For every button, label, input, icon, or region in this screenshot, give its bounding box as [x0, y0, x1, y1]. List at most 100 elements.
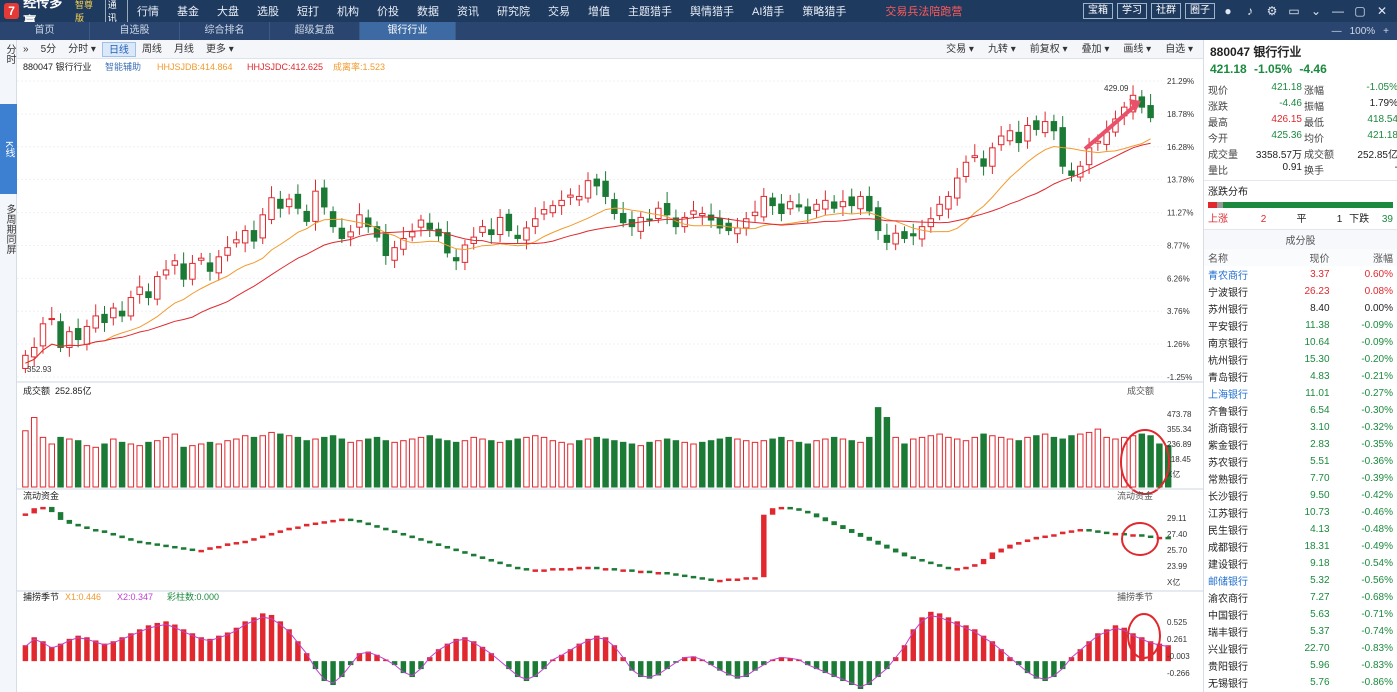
component-row[interactable]: 杭州银行 15.30 -0.20% — [1204, 351, 1397, 368]
component-name[interactable]: 南京银行 — [1208, 339, 1248, 350]
component-row[interactable]: 中国银行 5.63 -0.71% — [1204, 606, 1397, 623]
component-name[interactable]: 中国银行 — [1208, 611, 1248, 622]
component-name[interactable]: 贵阳银行 — [1208, 662, 1248, 673]
component-name[interactable]: 宁波银行 — [1208, 288, 1248, 299]
tab-1[interactable]: 自选股 — [90, 22, 180, 40]
user-icon[interactable]: ● — [1224, 4, 1232, 18]
promo-link[interactable]: 交易兵法陪跑营 — [885, 6, 963, 18]
title-button-1[interactable]: 学习 — [1117, 3, 1147, 19]
period-button-4[interactable]: 月线 — [173, 43, 194, 55]
component-row[interactable]: 民生银行 4.13 -0.48% — [1204, 521, 1397, 538]
menu-item-5[interactable]: 机构 — [337, 6, 359, 18]
menu-item-4[interactable]: 短打 — [297, 6, 319, 18]
component-row[interactable]: 常熟银行 7.70 -0.39% — [1204, 470, 1397, 487]
component-row[interactable]: 长沙银行 9.50 -0.42% — [1204, 487, 1397, 504]
component-name[interactable]: 青农商行 — [1208, 271, 1248, 282]
component-name[interactable]: 长沙银行 — [1208, 492, 1248, 503]
menu-item-3[interactable]: 选股 — [257, 6, 279, 18]
component-row[interactable]: 江苏银行 10.73 -0.46% — [1204, 504, 1397, 521]
component-row[interactable]: 上海银行 11.01 -0.27% — [1204, 385, 1397, 402]
tab-multi-period[interactable]: 多周期同屏 — [4, 204, 15, 254]
component-name[interactable]: 成都银行 — [1208, 543, 1248, 554]
period-button-0[interactable]: 5分 — [40, 43, 57, 55]
tab-3[interactable]: 超级复盘 — [270, 22, 360, 40]
minimize-icon[interactable]: — — [1332, 4, 1344, 18]
component-row[interactable]: 宁波银行 26.23 0.08% — [1204, 283, 1397, 300]
component-row[interactable]: 无锡银行 5.76 -0.86% — [1204, 674, 1397, 691]
kline-chart[interactable]: 880047 银行行业 智能辅助 HHJSJDB:414.864 HHJSJDC… — [17, 59, 1203, 692]
col-price[interactable]: 现价 — [1280, 249, 1334, 266]
component-name[interactable]: 建设银行 — [1208, 560, 1248, 571]
period-button-3[interactable]: 周线 — [141, 43, 162, 55]
chevron-down-icon[interactable]: ⌄ — [1310, 4, 1322, 18]
component-name[interactable]: 苏州银行 — [1208, 305, 1248, 316]
period-button-5[interactable]: 更多 ▾ — [205, 43, 234, 55]
maximize-icon[interactable]: ▢ — [1354, 4, 1366, 18]
menu-item-1[interactable]: 基金 — [177, 6, 199, 18]
component-name[interactable]: 上海银行 — [1208, 390, 1248, 401]
menu-item-15[interactable]: 策略猎手 — [802, 6, 847, 18]
component-name[interactable]: 平安银行 — [1208, 322, 1248, 333]
smart-assist-button[interactable]: 智能辅助 — [105, 61, 141, 72]
component-name[interactable]: 紫金银行 — [1208, 441, 1248, 452]
component-name[interactable]: 渝农商行 — [1208, 594, 1248, 605]
zoom-in-icon[interactable]: + — [1383, 25, 1389, 37]
menu-item-0[interactable]: 行情 — [137, 6, 159, 18]
component-name[interactable]: 杭州银行 — [1208, 356, 1248, 367]
tool-button-2[interactable]: 前复权 ▾ — [1029, 43, 1068, 55]
menu-item-10[interactable]: 交易 — [548, 6, 570, 18]
col-name[interactable]: 名称 — [1204, 249, 1281, 266]
tab-0[interactable]: 首页 — [0, 22, 90, 40]
tool-button-1[interactable]: 九转 ▾ — [987, 43, 1016, 55]
component-row[interactable]: 苏农银行 5.51 -0.36% — [1204, 453, 1397, 470]
component-row[interactable]: 青岛银行 4.83 -0.21% — [1204, 368, 1397, 385]
component-name[interactable]: 瑞丰银行 — [1208, 628, 1248, 639]
component-row[interactable]: 紫金银行 2.83 -0.35% — [1204, 436, 1397, 453]
component-name[interactable]: 齐鲁银行 — [1208, 407, 1248, 418]
tab-4[interactable]: 银行行业 — [360, 22, 456, 40]
component-name[interactable]: 江苏银行 — [1208, 509, 1248, 520]
component-name[interactable]: 无锡银行 — [1208, 679, 1248, 690]
tab-2[interactable]: 综合排名 — [180, 22, 270, 40]
menu-item-9[interactable]: 研究院 — [497, 6, 530, 18]
menu-item-12[interactable]: 主题猎手 — [628, 6, 672, 18]
zoom-out-icon[interactable]: — — [1331, 25, 1342, 37]
component-row[interactable]: 兴业银行 22.70 -0.83% — [1204, 640, 1397, 657]
expand-icon[interactable]: » — [23, 43, 29, 55]
menu-item-7[interactable]: 数据 — [417, 6, 439, 18]
menu-item-13[interactable]: 舆情猎手 — [690, 6, 734, 18]
menu-item-8[interactable]: 资讯 — [457, 6, 479, 18]
component-row[interactable]: 苏州银行 8.40 0.00% — [1204, 300, 1397, 317]
component-row[interactable]: 齐鲁银行 6.54 -0.30% — [1204, 402, 1397, 419]
tool-button-4[interactable]: 画线 ▾ — [1123, 43, 1152, 55]
title-button-3[interactable]: 圈子 — [1185, 3, 1215, 19]
component-name[interactable]: 邮储银行 — [1208, 577, 1248, 588]
tool-button-3[interactable]: 叠加 ▾ — [1081, 43, 1110, 55]
component-row[interactable]: 浙商银行 3.10 -0.32% — [1204, 419, 1397, 436]
col-pct[interactable]: 涨幅 — [1333, 249, 1397, 266]
title-button-0[interactable]: 宝箱 — [1083, 3, 1113, 19]
menu-item-2[interactable]: 大盘 — [217, 6, 239, 18]
title-button-2[interactable]: 社群 — [1151, 3, 1181, 19]
component-row[interactable]: 邮储银行 5.32 -0.56% — [1204, 572, 1397, 589]
component-name[interactable]: 兴业银行 — [1208, 645, 1248, 656]
menu-item-6[interactable]: 价投 — [377, 6, 399, 18]
component-row[interactable]: 南京银行 10.64 -0.09% — [1204, 334, 1397, 351]
tab-kline[interactable]: K线 — [0, 104, 17, 194]
component-name[interactable]: 民生银行 — [1208, 526, 1248, 537]
component-row[interactable]: 成都银行 18.31 -0.49% — [1204, 538, 1397, 555]
component-row[interactable]: 平安银行 11.38 -0.09% — [1204, 317, 1397, 334]
bell-icon[interactable]: ♪ — [1247, 4, 1253, 18]
close-icon[interactable]: ✕ — [1376, 4, 1388, 18]
period-button-1[interactable]: 分时 ▾ — [68, 43, 96, 55]
menu-item-11[interactable]: 增值 — [588, 6, 610, 18]
component-row[interactable]: 青农商行 3.37 0.60% — [1204, 266, 1397, 283]
tab-intraday[interactable]: 分时 — [4, 44, 15, 64]
window-icon[interactable]: ▭ — [1288, 4, 1300, 18]
component-row[interactable]: 瑞丰银行 5.37 -0.74% — [1204, 623, 1397, 640]
gear-icon[interactable]: ⚙ — [1266, 4, 1278, 18]
component-name[interactable]: 青岛银行 — [1208, 373, 1248, 384]
menu-item-14[interactable]: AI猎手 — [752, 6, 785, 18]
component-row[interactable]: 建设银行 9.18 -0.54% — [1204, 555, 1397, 572]
tool-button-5[interactable]: 自选 ▾ — [1165, 43, 1193, 55]
